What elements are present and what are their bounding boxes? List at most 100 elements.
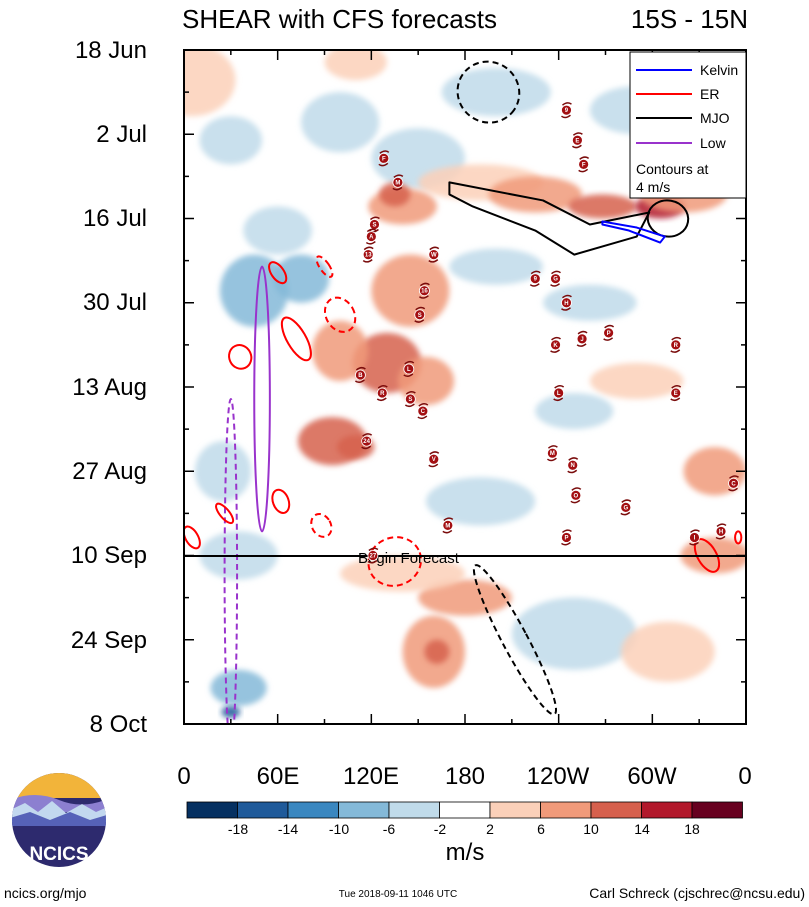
tc-swirl-bottom [418,295,429,299]
tc-icon [578,158,590,170]
tc-label: S [418,313,422,319]
shear-blob [184,50,236,117]
y-tick-label: 13 Aug [72,374,147,401]
legend-contour-note: Contours at [636,161,708,177]
tc-icon [561,104,572,116]
tc-swirl-bottom [392,186,403,191]
shear-blob [418,579,512,616]
mjo-contour [448,181,651,256]
tc-swirl-top [404,360,415,365]
tc-swirl-top [355,366,366,371]
tc-label: H [564,301,568,307]
y-tick-label: 2 Jul [96,121,147,148]
tc-marker: W [428,246,440,263]
tc-icon [670,387,682,399]
tc-marker: F [378,150,390,167]
tc-swirl-bottom [354,379,365,383]
shear-blob [568,194,637,219]
tc-swirl-bottom [620,511,631,516]
y-tick-label: 18 Jun [75,37,147,64]
colorbar-tick-label: 18 [684,821,700,837]
colorbar-tick-label: 10 [583,821,599,837]
shear-blob [194,441,252,502]
tc-marker: G [620,499,632,516]
tc-marker: 13 [362,246,374,263]
tc-icon [362,249,374,261]
y-tick-label: 10 Sep [71,542,147,569]
y-tick-label: 24 Sep [71,627,147,654]
colorbar-tick-label: 6 [537,821,545,837]
tc-icon [567,459,579,471]
er-contour [268,261,288,285]
tc-marker: P [561,529,572,546]
tc-swirl-top [419,282,430,287]
tc-marker: M [546,445,558,462]
colorbar-swatch [338,801,390,819]
er-contour [228,344,253,370]
tc-swirl-top [716,523,727,528]
tc-icon [403,363,415,375]
tc-icon [603,327,615,339]
tc-swirl-top [369,216,380,221]
tc-swirl-top [429,246,440,251]
tc-swirl-bottom [404,403,415,408]
legend-contour-value: 4 m/s [636,179,670,195]
tc-marker: 16 [418,282,430,299]
tc-label: G [553,277,558,283]
tc-swirl-bottom [561,307,571,311]
er-contour [734,530,743,545]
colorbar-labels: -18 -14 -10 -6 -2 2 6 10 14 18 [228,821,700,837]
tc-swirl-bottom [670,349,681,353]
tc-swirl-bottom [367,559,378,564]
shear-blob [210,669,267,706]
tc-label: S [372,223,376,229]
tc-swirl-top [362,433,373,437]
tc-swirl-bottom [378,162,389,167]
tc-marker: E [571,132,583,149]
shear-blob [589,362,684,400]
tc-marker: F [578,156,590,173]
tc-swirl-bottom [578,168,589,173]
tc-icon [550,339,561,351]
tc-icon [620,501,632,513]
tc-swirl-bottom [550,283,561,287]
shear-blob [272,254,330,303]
tc-label: C [731,481,736,487]
kelvin-contour [601,220,666,244]
colorbar-tick-label: -10 [329,821,349,837]
x-axis-labels: 0 60E 120E 180 120W 60W 0 [177,763,751,790]
tc-label: E [674,391,678,397]
footer-timestamp: Tue 2018-09-11 1046 UTC [339,889,457,900]
tc-marker: R [670,336,682,353]
tc-marker: P [603,324,615,341]
colorbar-swatch [287,801,339,819]
tc-swirl-top [547,445,558,449]
y-tick-label: 30 Jul [83,289,147,316]
tc-icon [547,447,558,459]
tc-icon [376,387,388,399]
tc-label: B [358,373,363,379]
tc-label: R [674,343,679,349]
tc-label: R [380,391,385,397]
tc-icon [428,249,440,261]
chart-title: SHEAR with CFS forecasts [182,4,497,34]
tc-marker: 9 [529,270,541,287]
tc-icon [576,333,588,345]
tc-swirl-top [368,547,379,552]
tc-icon [570,489,582,501]
tc-swirl-top [568,457,579,461]
tc-label: S [408,397,412,403]
colorbar-tick-label: 2 [486,821,494,837]
tc-swirl-top [604,324,615,329]
tc-swirl-top [415,306,426,311]
shear-blob [535,393,614,430]
logo-text: NCICS [29,844,88,865]
tc-label: M [445,523,450,529]
tc-swirl-bottom [571,144,582,149]
tc-marker: C [728,475,739,492]
tc-label: 9 [565,108,569,114]
shear-blob [425,477,536,526]
tc-icon [689,532,700,543]
chart-subtitle: 15S - 15N [631,4,748,34]
